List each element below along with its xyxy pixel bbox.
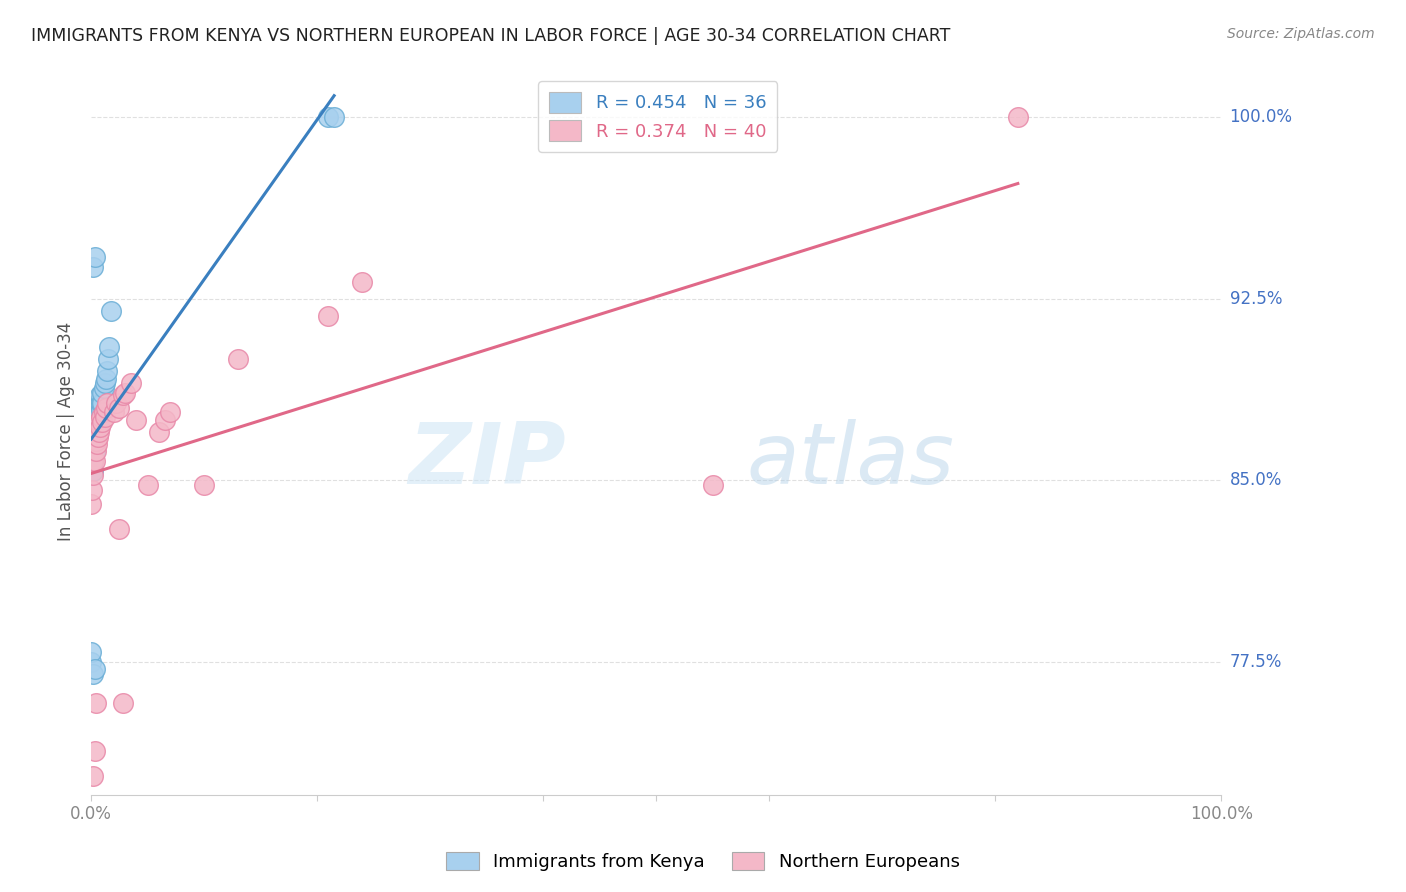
Legend: R = 0.454   N = 36, R = 0.374   N = 40: R = 0.454 N = 36, R = 0.374 N = 40 <box>538 81 778 152</box>
Point <box>98 340 121 354</box>
Point <box>352 275 374 289</box>
Point <box>86 437 108 451</box>
Point <box>93 405 115 419</box>
Point <box>89 395 111 409</box>
Point <box>84 696 107 710</box>
Point <box>153 412 176 426</box>
Point <box>702 478 724 492</box>
Point <box>83 434 105 449</box>
Point <box>83 444 105 458</box>
Point <box>89 420 111 434</box>
Point <box>94 371 117 385</box>
Point <box>83 251 105 265</box>
Point <box>114 386 136 401</box>
Y-axis label: In Labor Force | Age 30-34: In Labor Force | Age 30-34 <box>58 322 75 541</box>
Point <box>120 376 142 391</box>
Point <box>82 483 104 497</box>
Text: Source: ZipAtlas.com: Source: ZipAtlas.com <box>1227 27 1375 41</box>
Point <box>84 434 107 449</box>
Point <box>96 395 118 409</box>
Point <box>111 696 134 710</box>
Point <box>93 381 115 395</box>
Point <box>91 386 114 401</box>
Point <box>90 395 112 409</box>
Point <box>90 403 112 417</box>
Point <box>87 403 110 417</box>
Point <box>82 454 104 468</box>
Text: 100.0%: 100.0% <box>1230 108 1292 126</box>
Point <box>159 405 181 419</box>
Text: 77.5%: 77.5% <box>1230 653 1282 671</box>
Point <box>91 415 114 429</box>
Point <box>323 110 346 124</box>
Point <box>87 425 110 439</box>
Point <box>80 645 103 659</box>
Point <box>103 405 125 419</box>
Point <box>87 395 110 409</box>
Text: IMMIGRANTS FROM KENYA VS NORTHERN EUROPEAN IN LABOR FORCE | AGE 30-34 CORRELATIO: IMMIGRANTS FROM KENYA VS NORTHERN EUROPE… <box>31 27 950 45</box>
Point <box>82 468 104 483</box>
Point <box>87 415 110 429</box>
Point <box>108 401 131 415</box>
Point <box>87 410 110 425</box>
Point <box>87 395 110 409</box>
Point <box>90 410 112 425</box>
Point <box>84 427 107 442</box>
Point <box>108 522 131 536</box>
Text: 85.0%: 85.0% <box>1230 471 1282 489</box>
Point <box>80 655 103 669</box>
Point <box>91 395 114 409</box>
Point <box>93 410 115 425</box>
Point <box>82 769 104 783</box>
Point <box>82 260 104 274</box>
Point <box>86 420 108 434</box>
Point <box>96 364 118 378</box>
Point <box>94 401 117 415</box>
Point <box>84 444 107 458</box>
Point <box>86 403 108 417</box>
Point <box>1007 110 1029 124</box>
Point <box>86 410 108 425</box>
Point <box>125 412 148 426</box>
Point <box>318 110 340 124</box>
Point <box>87 430 110 444</box>
Point <box>93 376 115 391</box>
Point <box>148 425 170 439</box>
Text: 92.5%: 92.5% <box>1230 290 1282 308</box>
Point <box>136 478 159 492</box>
Point <box>80 498 103 512</box>
Point <box>83 744 105 758</box>
Point <box>97 352 120 367</box>
Text: ZIP: ZIP <box>408 419 565 502</box>
Point <box>89 388 111 402</box>
Point <box>111 388 134 402</box>
Point <box>82 464 104 478</box>
Point <box>105 395 128 409</box>
Point <box>84 410 107 425</box>
Text: atlas: atlas <box>747 419 955 502</box>
Point <box>83 662 105 676</box>
Point <box>100 303 122 318</box>
Point <box>193 478 215 492</box>
Point <box>82 454 104 468</box>
Point <box>87 403 110 417</box>
Legend: Immigrants from Kenya, Northern Europeans: Immigrants from Kenya, Northern European… <box>439 845 967 879</box>
Point <box>226 352 249 367</box>
Point <box>84 420 107 434</box>
Point <box>83 454 105 468</box>
Point <box>82 667 104 681</box>
Point <box>318 309 340 323</box>
